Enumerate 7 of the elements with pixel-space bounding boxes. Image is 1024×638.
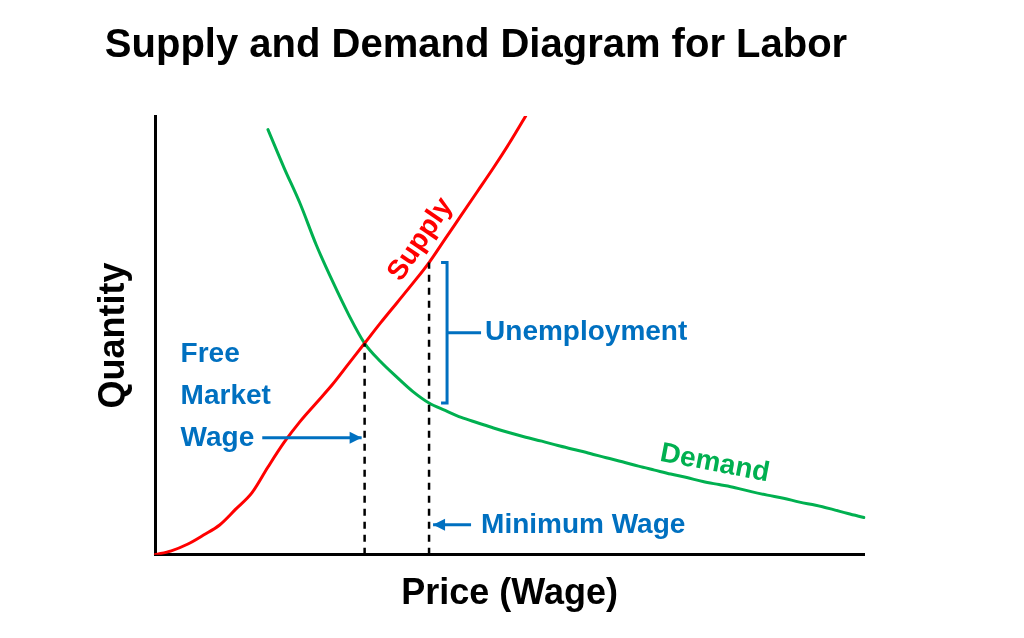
x-axis-title: Price (Wage) — [401, 571, 618, 613]
annotation: Minimum Wage — [481, 507, 686, 539]
annotation: Unemployment — [485, 315, 688, 347]
text: Demand — [657, 436, 773, 488]
chart-title: Supply and Demand Diagram for Labor — [104, 21, 848, 66]
y-axis-title: Quantity — [90, 262, 132, 409]
annotation: Free Market Wage — [180, 336, 271, 452]
